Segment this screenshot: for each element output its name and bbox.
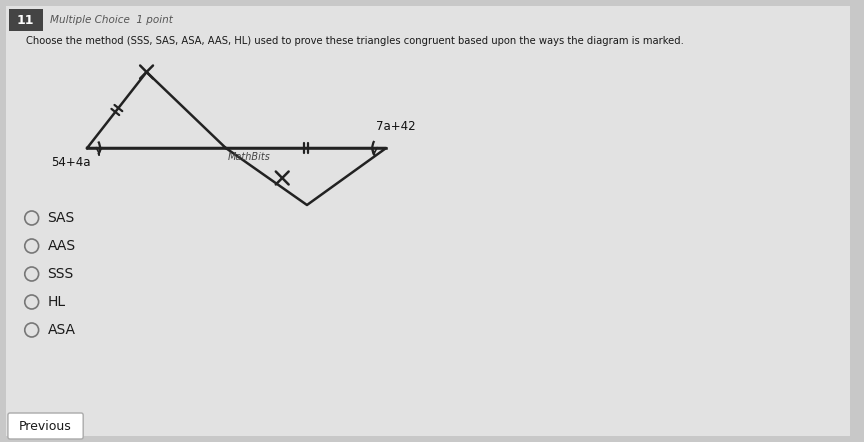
Circle shape (25, 295, 39, 309)
Circle shape (25, 211, 39, 225)
Text: Multiple Choice  1 point: Multiple Choice 1 point (49, 15, 173, 25)
Text: HL: HL (48, 295, 66, 309)
Circle shape (25, 239, 39, 253)
FancyBboxPatch shape (6, 6, 849, 436)
Text: MathBits: MathBits (228, 152, 270, 162)
FancyBboxPatch shape (8, 413, 83, 439)
Text: SSS: SSS (48, 267, 73, 281)
Text: SAS: SAS (48, 211, 75, 225)
Circle shape (25, 323, 39, 337)
Text: 11: 11 (17, 14, 35, 27)
Text: AAS: AAS (48, 239, 76, 253)
Text: 54+4a: 54+4a (52, 156, 91, 169)
Text: Choose the method (SSS, SAS, ASA, AAS, HL) used to prove these triangles congrue: Choose the method (SSS, SAS, ASA, AAS, H… (26, 36, 683, 46)
Circle shape (25, 267, 39, 281)
Text: Previous: Previous (19, 419, 72, 433)
Text: 7a+42: 7a+42 (377, 120, 416, 133)
FancyBboxPatch shape (9, 9, 42, 31)
Text: ASA: ASA (48, 323, 75, 337)
